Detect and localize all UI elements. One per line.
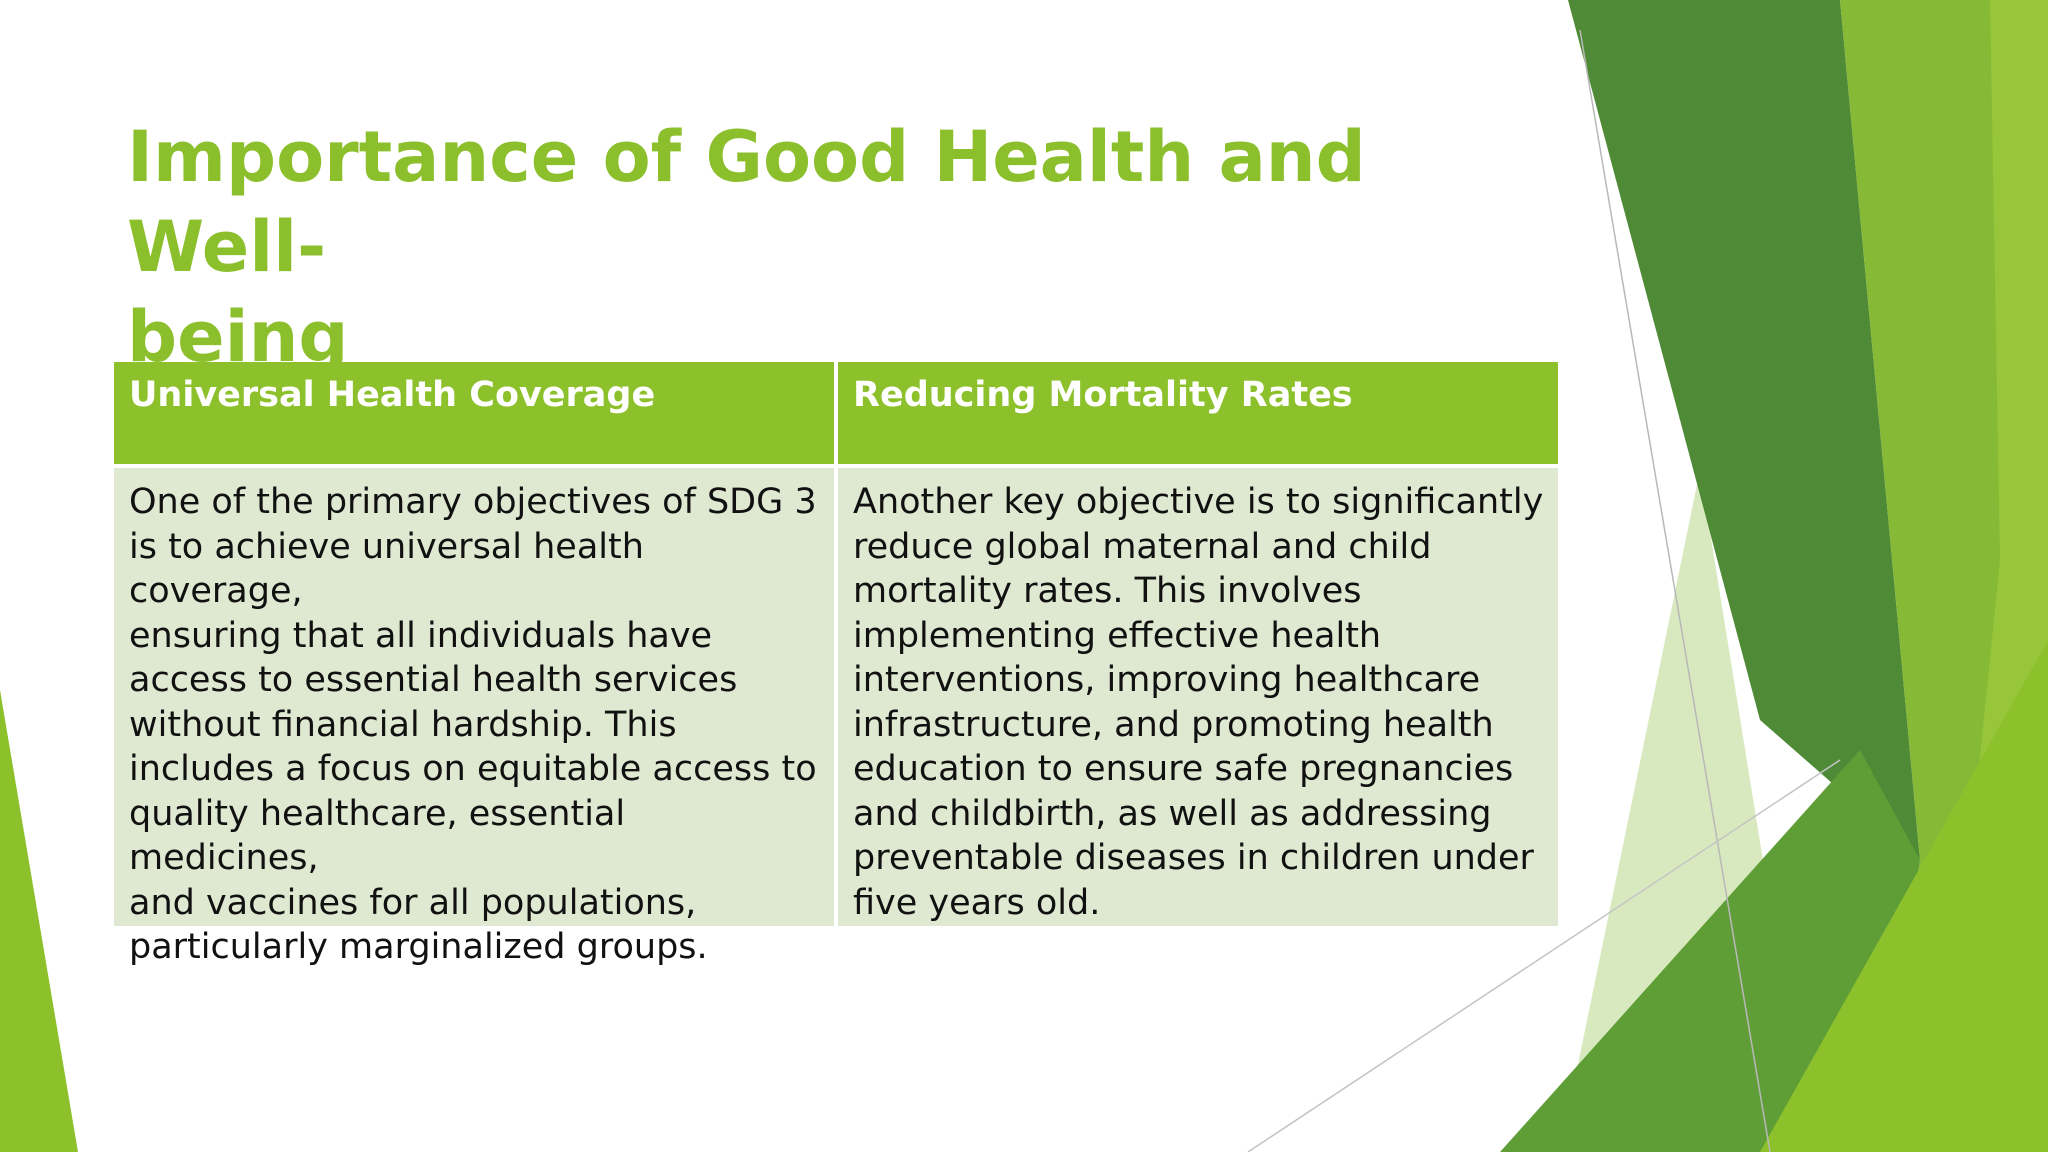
thin-line-1 (1579, 29, 1771, 1152)
dark-band (1568, 0, 1920, 860)
slide-title: Importance of Good Health and Well- bein… (127, 116, 1366, 378)
left-edge-shape (0, 690, 78, 1152)
thin-line-2 (1247, 759, 1841, 1152)
table-cell-reducing-mortality-rates: Another key objective is to significantl… (838, 468, 1558, 926)
table-header-reducing-mortality-rates: Reducing Mortality Rates (838, 362, 1558, 464)
bright-green-shape (1760, 640, 2048, 1152)
content-table: Universal Health Coverage Reducing Morta… (114, 362, 1558, 967)
mid-green-triangle (1500, 750, 1920, 1152)
table-cell-universal-health-coverage: One of the primary objectives of SDG 3 i… (114, 468, 834, 967)
table-header-universal-health-coverage: Universal Health Coverage (114, 362, 834, 464)
